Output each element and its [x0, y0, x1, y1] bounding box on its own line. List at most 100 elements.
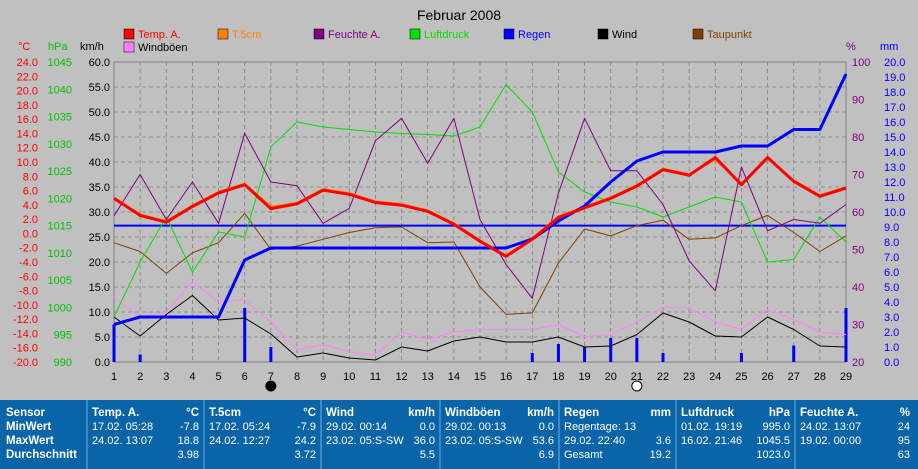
tick-label-wind: 30.0 — [89, 207, 110, 219]
tick-label-humidity: 30 — [852, 320, 864, 332]
stat-min-time: 17.02. 05:28 — [92, 421, 154, 433]
tick-label-humidity: 40 — [852, 282, 864, 294]
series-line — [113, 212, 847, 315]
legend-entry: Taupunkt — [707, 29, 752, 41]
stat-avg-value: 5.5 — [419, 449, 435, 461]
statistics-table: Sensor MinWert MaxWert Durchschnitt Temp… — [0, 400, 918, 469]
tick-label-wind: 25.0 — [89, 232, 110, 244]
x-tick-label: 17 — [526, 371, 538, 383]
tick-label-temp: 12.0 — [17, 143, 38, 155]
rain-bar — [583, 347, 587, 362]
x-tick-label: 22 — [657, 371, 669, 383]
x-tick-label: 11 — [370, 371, 381, 383]
x-tick-label: 21 — [631, 371, 643, 383]
legend-swatch — [597, 28, 609, 40]
x-tick-label: 2 — [137, 371, 143, 383]
rain-bar — [661, 353, 665, 362]
series-line — [113, 84, 847, 318]
x-tick-label: 20 — [605, 371, 617, 383]
stat-column: Feuchte A.% 24.02. 13:07 24 19.02. 00:00 95 6… — [796, 403, 914, 469]
min-label: MinWert — [6, 421, 52, 433]
x-tick-label: 10 — [343, 371, 355, 383]
column-separator — [675, 400, 677, 469]
tick-label-temp: -6.0 — [19, 271, 38, 283]
tick-label-temp: -14.0 — [13, 328, 38, 340]
stat-avg-value: 3.72 — [294, 449, 316, 461]
tick-label-temp: 20.0 — [17, 86, 38, 98]
tick-label-temp: 16.0 — [17, 114, 38, 126]
tick-label-pressure: 1035 — [48, 112, 72, 124]
chart-title: Februar 2008 — [417, 7, 501, 23]
rain-bar — [609, 338, 613, 362]
x-tick-label: 27 — [788, 371, 800, 383]
stat-min-value: -7.9 — [297, 421, 316, 433]
legend-entry: Wind — [612, 29, 637, 41]
tick-label-temp: 4.0 — [23, 200, 38, 212]
legend-entry: Feuchte A. — [328, 29, 381, 41]
new-moon-icon — [265, 380, 277, 392]
legend-entry: Temp. A. — [138, 29, 181, 41]
tick-label-rain: 11.0 — [884, 192, 905, 204]
stat-name: Windböen — [445, 407, 501, 419]
tick-label-rain: 10.0 — [884, 207, 905, 219]
tick-label-humidity: 90 — [852, 95, 864, 107]
rain-bar — [739, 353, 743, 362]
tick-label-rain: 19.0 — [884, 72, 905, 84]
tick-label-rain: 2.0 — [884, 327, 899, 339]
series-line — [113, 295, 847, 361]
x-tick-label: 9 — [320, 371, 326, 383]
tick-label-rain: 7.0 — [884, 252, 899, 264]
stat-avg-value: 19.2 — [649, 449, 671, 461]
series-line — [113, 73, 848, 326]
sensor-label: Sensor — [6, 407, 45, 419]
x-tick-label: 29 — [840, 371, 852, 383]
stat-min-value: 995.0 — [762, 421, 790, 433]
tick-label-humidity: 70 — [852, 170, 864, 182]
stat-min-time: 17.02. 05:24 — [209, 421, 271, 433]
tick-label-pressure: 1040 — [48, 84, 72, 96]
tick-label-rain: 6.0 — [884, 267, 899, 279]
x-tick-label: 12 — [395, 371, 407, 383]
rain-bar — [112, 324, 116, 362]
x-tick-label: 8 — [294, 371, 300, 383]
rain-bar — [844, 308, 848, 362]
x-tick-label: 26 — [761, 371, 773, 383]
column-separator — [794, 400, 796, 469]
stat-min-value: 24 — [897, 421, 910, 433]
tick-label-rain: 1.0 — [884, 342, 899, 354]
tick-label-temp: 2.0 — [23, 214, 38, 226]
x-tick-label: 14 — [448, 371, 460, 383]
tick-label-humidity: 80 — [852, 132, 864, 144]
tick-label-wind: 10.0 — [89, 307, 110, 319]
x-tick-label: 6 — [242, 371, 248, 383]
rain-bar — [138, 354, 142, 362]
stat-min-time: Regentage: 13 — [564, 421, 637, 433]
tick-label-humidity: 100 — [852, 57, 870, 69]
axis-label-temp: °C — [18, 41, 30, 53]
tick-label-pressure: 1020 — [48, 193, 72, 205]
rain-bar — [792, 345, 796, 362]
stat-min-value: 0.0 — [538, 421, 554, 433]
stat-min-time: 24.02. 13:07 — [800, 421, 862, 433]
tick-label-temp: 8.0 — [23, 171, 38, 183]
column-separator — [439, 400, 441, 469]
tick-label-temp: -16.0 — [13, 343, 38, 355]
tick-label-temp: -4.0 — [19, 257, 38, 269]
stat-column: Windböen km/h 29.02. 00:13 0.0 23.02. 05:S-S… — [441, 403, 558, 469]
x-tick-label: 19 — [578, 371, 590, 383]
axis-label-humidity: % — [846, 41, 856, 53]
legend-entry: Regen — [518, 29, 550, 41]
column-separator — [320, 400, 322, 469]
stat-max-value: 36.0 — [413, 435, 435, 447]
stat-min-time: 29.02. 00:13 — [445, 421, 507, 433]
legend-swatch — [123, 41, 135, 53]
tick-label-humidity: 50 — [852, 245, 864, 257]
tick-label-rain: 13.0 — [884, 162, 905, 174]
axis-label-rain: mm — [880, 41, 898, 53]
stat-unit: °C — [303, 407, 316, 419]
stat-max-time: 16.02. 21:46 — [681, 435, 743, 447]
tick-label-rain: 20.0 — [884, 57, 905, 69]
legend-swatch — [409, 28, 421, 40]
stat-max-value: 24.2 — [294, 435, 316, 447]
axis-label-wind: km/h — [80, 41, 104, 53]
